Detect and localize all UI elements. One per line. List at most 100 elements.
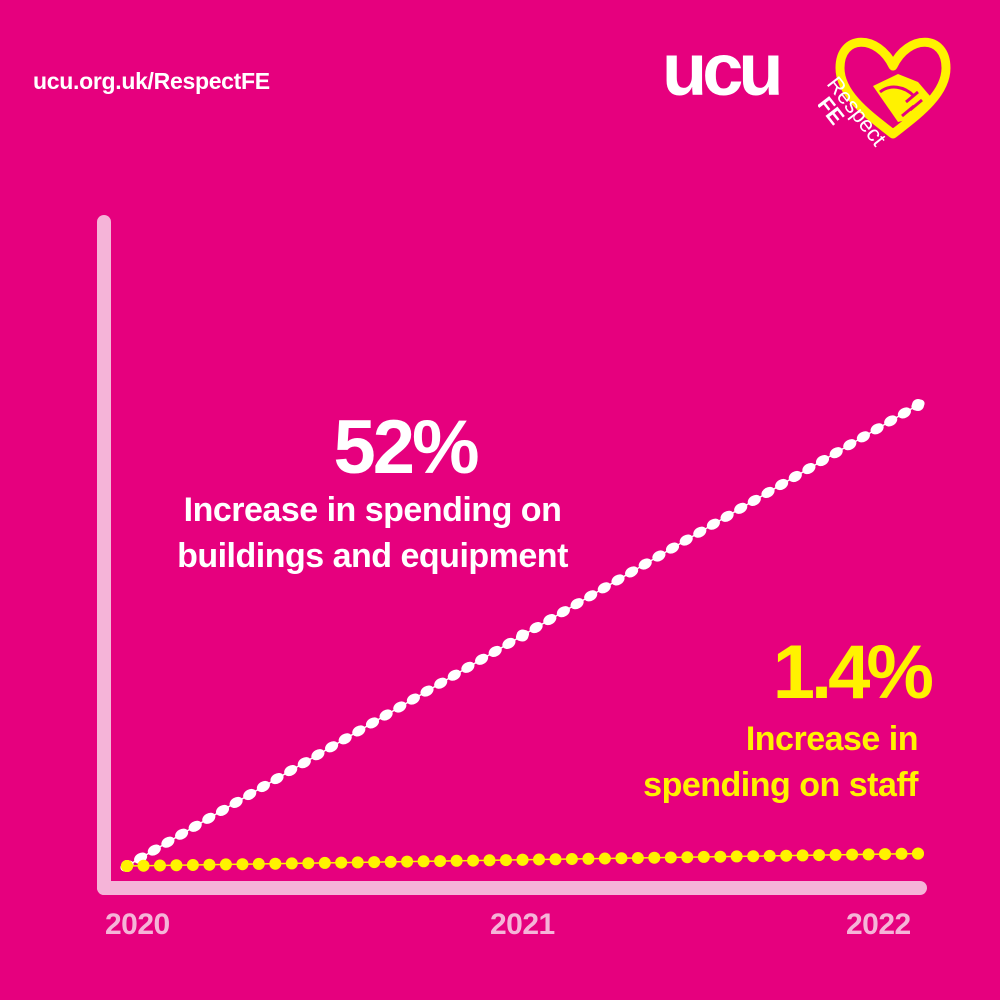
series-dot — [270, 773, 284, 785]
series-dot — [897, 407, 911, 419]
staff-increase-value: 1.4% — [772, 630, 934, 715]
series-dot — [582, 852, 595, 865]
series-dot — [256, 780, 270, 793]
series-dot — [856, 431, 870, 443]
series-dot — [780, 849, 793, 862]
buildings-increase-value: 52% — [333, 405, 479, 490]
series-dot — [843, 439, 857, 451]
series-dot — [697, 850, 710, 863]
staff-label-line1: Increase in — [745, 720, 919, 758]
series-dot — [543, 614, 557, 626]
x-tick-label: 2020 — [105, 908, 170, 941]
series-dot — [813, 849, 826, 862]
series-dot — [219, 858, 232, 871]
buildings-label-line2: buildings and equipment — [177, 537, 568, 575]
campaign-url[interactable]: ucu.org.uk/RespectFE — [33, 68, 270, 94]
series-dot — [175, 828, 189, 840]
series-dot — [720, 510, 734, 522]
series-dot — [665, 542, 680, 554]
series-dot — [829, 447, 843, 459]
handshake-heart-icon — [835, 37, 951, 139]
series-dot — [352, 725, 366, 737]
series-dot — [285, 857, 298, 870]
series-dot — [664, 851, 677, 864]
series-dot — [679, 534, 693, 546]
series-dot — [161, 836, 175, 848]
series-dot — [202, 812, 216, 824]
series-dot — [420, 685, 434, 697]
series-dot — [434, 855, 447, 868]
data-point — [912, 399, 924, 411]
series-dot — [648, 851, 661, 864]
series-dot — [747, 494, 761, 506]
series-dot — [215, 804, 230, 816]
series-dot — [533, 853, 545, 866]
x-tick-label: 2022 — [846, 908, 911, 941]
series-dot — [447, 669, 461, 681]
series-dot — [170, 859, 183, 872]
series-dot — [284, 765, 298, 777]
series-dot — [796, 849, 809, 862]
series-dot — [529, 622, 543, 634]
series-dot — [625, 566, 639, 578]
series-dot — [681, 851, 694, 864]
staff-increase-label: Increase in spending on staff — [580, 716, 918, 808]
series-dot — [236, 858, 249, 871]
series-dot — [549, 853, 562, 866]
series-dot — [763, 849, 776, 862]
series-dot — [188, 820, 202, 832]
series-dot — [461, 661, 475, 673]
series-dot — [147, 844, 161, 856]
series-dot — [611, 574, 625, 586]
series-dot — [862, 848, 875, 861]
data-point — [516, 629, 529, 642]
x-tick-label: 2021 — [490, 908, 555, 941]
series-dot — [502, 637, 516, 649]
series-dot — [631, 852, 644, 864]
series-dot — [269, 857, 282, 870]
series-dot — [652, 550, 666, 562]
series-dot — [734, 502, 748, 514]
series-dot — [318, 856, 331, 869]
series-dot — [884, 415, 898, 427]
series-dot — [556, 606, 570, 618]
series-dot — [584, 590, 598, 602]
series-dot — [615, 852, 628, 865]
respect-fe-badge: Respect FE — [818, 37, 951, 151]
series-dot — [879, 848, 891, 861]
series-dot — [815, 455, 830, 467]
data-point — [516, 853, 529, 866]
series-dot — [775, 478, 789, 491]
series-dot — [302, 857, 315, 870]
series-dot — [325, 741, 339, 753]
buildings-label-line1: Increase in spending on — [183, 491, 562, 529]
series-dot — [895, 847, 908, 860]
series-dot — [365, 717, 380, 729]
series-dot — [297, 757, 311, 769]
series-dot — [450, 854, 463, 867]
series-dot — [467, 854, 480, 867]
chart-axes — [97, 215, 927, 895]
series-dot — [401, 855, 414, 868]
series-dot — [788, 470, 802, 483]
buildings-increase-label: Increase in spending on buildings and eq… — [140, 487, 605, 579]
series-dot — [406, 693, 420, 705]
series-dot — [417, 855, 430, 868]
series-dot — [229, 796, 243, 808]
series-dot — [802, 463, 816, 475]
series-dot — [368, 856, 381, 869]
staff-label-line2: spending on staff — [643, 766, 918, 804]
series-dot — [379, 709, 393, 721]
series-dot — [434, 677, 448, 689]
series-dot — [598, 852, 611, 865]
series-dot — [693, 526, 707, 538]
data-point — [912, 847, 924, 860]
series-dot — [475, 653, 489, 665]
series-dot — [393, 701, 407, 713]
series-dot — [243, 788, 257, 801]
series-dot — [137, 859, 150, 872]
series-dot — [761, 486, 775, 498]
series-dot — [829, 848, 842, 861]
series-dot — [870, 423, 884, 435]
